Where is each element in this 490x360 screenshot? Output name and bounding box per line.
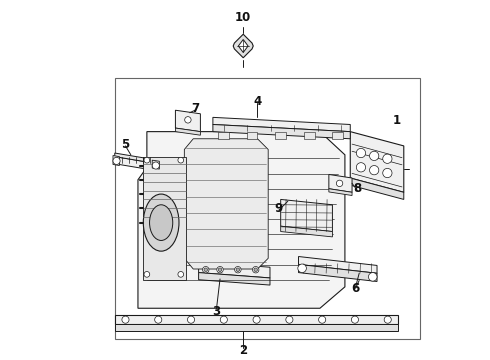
Circle shape	[113, 157, 120, 165]
Circle shape	[336, 180, 343, 186]
Text: 1: 1	[392, 114, 401, 127]
Text: 3: 3	[212, 305, 220, 318]
Circle shape	[383, 154, 392, 163]
Polygon shape	[247, 132, 257, 139]
Circle shape	[368, 273, 377, 281]
Polygon shape	[275, 132, 286, 139]
Circle shape	[188, 316, 195, 323]
Polygon shape	[332, 132, 343, 139]
Circle shape	[369, 166, 379, 175]
Circle shape	[185, 117, 191, 123]
Text: 9: 9	[275, 202, 283, 215]
Text: 8: 8	[353, 182, 362, 195]
Polygon shape	[115, 324, 398, 332]
Polygon shape	[113, 156, 120, 166]
Circle shape	[384, 316, 392, 323]
Polygon shape	[138, 132, 345, 308]
Text: 6: 6	[351, 282, 360, 295]
Polygon shape	[115, 315, 398, 324]
Polygon shape	[350, 132, 404, 192]
Circle shape	[178, 271, 184, 277]
Circle shape	[144, 157, 150, 163]
Circle shape	[155, 316, 162, 323]
Polygon shape	[143, 157, 186, 280]
Circle shape	[178, 157, 184, 163]
Polygon shape	[298, 264, 377, 282]
Circle shape	[356, 148, 366, 158]
Polygon shape	[115, 157, 158, 171]
Circle shape	[235, 266, 241, 273]
Polygon shape	[238, 40, 248, 53]
Polygon shape	[175, 128, 200, 135]
Polygon shape	[175, 110, 200, 132]
Polygon shape	[198, 262, 270, 278]
Polygon shape	[115, 153, 158, 164]
Polygon shape	[213, 117, 350, 132]
Circle shape	[122, 316, 129, 323]
Text: 2: 2	[239, 344, 247, 357]
Circle shape	[351, 316, 359, 323]
Circle shape	[204, 268, 208, 271]
Polygon shape	[281, 199, 332, 231]
Polygon shape	[233, 34, 253, 58]
Text: 7: 7	[191, 102, 199, 115]
Text: 4: 4	[253, 95, 262, 108]
Circle shape	[218, 268, 222, 271]
Polygon shape	[304, 132, 315, 139]
Polygon shape	[198, 273, 270, 285]
Text: 10: 10	[235, 11, 251, 24]
Circle shape	[253, 316, 260, 323]
Circle shape	[369, 151, 379, 161]
Bar	[115, 78, 420, 339]
Circle shape	[252, 266, 259, 273]
Ellipse shape	[149, 205, 173, 240]
Circle shape	[220, 316, 227, 323]
Polygon shape	[218, 132, 229, 139]
Circle shape	[254, 268, 257, 271]
Polygon shape	[184, 139, 268, 269]
Polygon shape	[152, 160, 159, 169]
Circle shape	[318, 316, 326, 323]
Polygon shape	[298, 257, 377, 273]
Polygon shape	[281, 226, 332, 237]
Circle shape	[202, 266, 209, 273]
Text: 5: 5	[122, 138, 129, 150]
Circle shape	[356, 163, 366, 172]
Circle shape	[144, 271, 150, 277]
Polygon shape	[329, 175, 352, 192]
Circle shape	[383, 168, 392, 177]
Circle shape	[152, 162, 159, 169]
Polygon shape	[350, 178, 404, 199]
Ellipse shape	[143, 194, 179, 251]
Polygon shape	[213, 125, 350, 139]
Circle shape	[236, 268, 240, 271]
Circle shape	[217, 266, 223, 273]
Circle shape	[286, 316, 293, 323]
Circle shape	[298, 264, 306, 273]
Polygon shape	[329, 189, 352, 195]
